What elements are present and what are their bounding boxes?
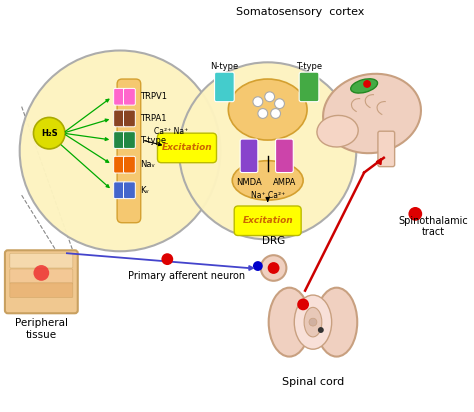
Ellipse shape (269, 288, 310, 356)
FancyBboxPatch shape (114, 132, 126, 148)
Ellipse shape (294, 295, 332, 349)
Text: Peripheral
tissue: Peripheral tissue (15, 318, 68, 340)
Circle shape (253, 97, 263, 107)
Circle shape (261, 255, 286, 281)
FancyBboxPatch shape (124, 182, 135, 199)
Text: H₂S: H₂S (41, 129, 57, 138)
Text: NMDA: NMDA (236, 178, 262, 187)
FancyBboxPatch shape (215, 72, 234, 102)
Text: Excitation: Excitation (162, 143, 212, 152)
Text: T-type: T-type (140, 136, 166, 145)
FancyBboxPatch shape (234, 206, 301, 236)
Circle shape (271, 109, 281, 118)
FancyBboxPatch shape (10, 253, 73, 268)
Ellipse shape (316, 288, 357, 356)
Text: Spinal cord: Spinal cord (282, 377, 344, 387)
Circle shape (162, 253, 173, 265)
Text: Naᵥ: Naᵥ (140, 160, 155, 169)
Ellipse shape (228, 79, 307, 140)
Text: Kᵥ: Kᵥ (140, 186, 149, 195)
FancyBboxPatch shape (124, 89, 135, 105)
Text: Excitation: Excitation (242, 216, 293, 225)
Circle shape (363, 80, 371, 88)
FancyBboxPatch shape (117, 79, 141, 223)
Text: Ca²⁺ Na⁺: Ca²⁺ Na⁺ (154, 127, 188, 136)
Circle shape (34, 117, 65, 149)
Circle shape (274, 99, 284, 109)
Circle shape (253, 261, 263, 271)
Circle shape (268, 262, 280, 274)
FancyBboxPatch shape (240, 139, 258, 173)
FancyBboxPatch shape (10, 283, 73, 297)
Text: Spinothalamic
tract: Spinothalamic tract (398, 216, 468, 237)
FancyBboxPatch shape (114, 89, 126, 105)
Text: Primary afferent neuron: Primary afferent neuron (128, 271, 246, 281)
Ellipse shape (323, 74, 421, 153)
FancyBboxPatch shape (378, 131, 395, 166)
FancyBboxPatch shape (299, 72, 319, 102)
FancyBboxPatch shape (124, 132, 135, 148)
FancyBboxPatch shape (157, 133, 217, 163)
FancyBboxPatch shape (114, 182, 126, 199)
FancyBboxPatch shape (124, 156, 135, 173)
Ellipse shape (232, 161, 303, 200)
Text: T-type: T-type (296, 62, 322, 71)
Text: Somatosensory  cortex: Somatosensory cortex (236, 7, 365, 17)
Circle shape (20, 51, 220, 251)
Text: AMPA: AMPA (273, 178, 296, 187)
Ellipse shape (304, 307, 322, 337)
FancyBboxPatch shape (114, 156, 126, 173)
Circle shape (179, 62, 356, 239)
Text: TRPA1: TRPA1 (140, 114, 166, 123)
Circle shape (309, 318, 317, 326)
FancyBboxPatch shape (10, 269, 73, 284)
FancyBboxPatch shape (275, 139, 293, 173)
FancyBboxPatch shape (114, 110, 126, 127)
Circle shape (34, 265, 49, 281)
Circle shape (297, 299, 309, 310)
Text: TRPV1: TRPV1 (140, 92, 167, 101)
Circle shape (265, 92, 274, 102)
Circle shape (318, 327, 324, 333)
FancyBboxPatch shape (5, 250, 78, 313)
Text: DRG: DRG (262, 236, 285, 246)
Circle shape (258, 109, 268, 118)
Ellipse shape (351, 79, 378, 93)
Text: Na⁺ Ca²⁺: Na⁺ Ca²⁺ (251, 191, 285, 200)
Circle shape (409, 207, 422, 221)
Text: N-type: N-type (210, 62, 238, 71)
FancyBboxPatch shape (124, 110, 135, 127)
Ellipse shape (317, 115, 358, 147)
